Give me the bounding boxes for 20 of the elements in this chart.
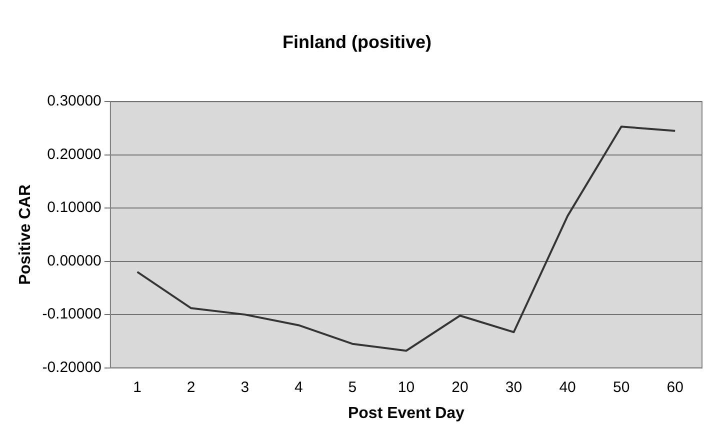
x-tick-label: 20 [452,378,468,396]
y-tick-label: 0.00000 [47,252,102,270]
x-tick-label: 2 [186,378,196,396]
y-tick-label: -0.20000 [42,358,102,376]
x-tick-label: 40 [559,378,576,396]
x-tick-label: 5 [348,378,357,396]
x-tick-label: 60 [666,378,684,396]
y-tick-label: 0.30000 [47,92,102,110]
x-axis-title: Post Event Day [348,404,465,422]
chart-title: Finland (positive) [282,32,432,52]
y-tick-label: 0.20000 [47,146,102,163]
x-tick-label: 3 [240,378,250,396]
y-tick-label: -0.10000 [42,306,102,323]
y-axis-title: Positive CAR [17,184,34,285]
x-tick-label: 50 [612,378,630,396]
x-tick-label: 4 [294,378,303,396]
y-tick-label: 0.10000 [47,199,102,216]
x-tick-label: 10 [398,378,415,396]
x-tick-label: 1 [133,378,142,396]
x-tick-label: 30 [505,378,522,396]
